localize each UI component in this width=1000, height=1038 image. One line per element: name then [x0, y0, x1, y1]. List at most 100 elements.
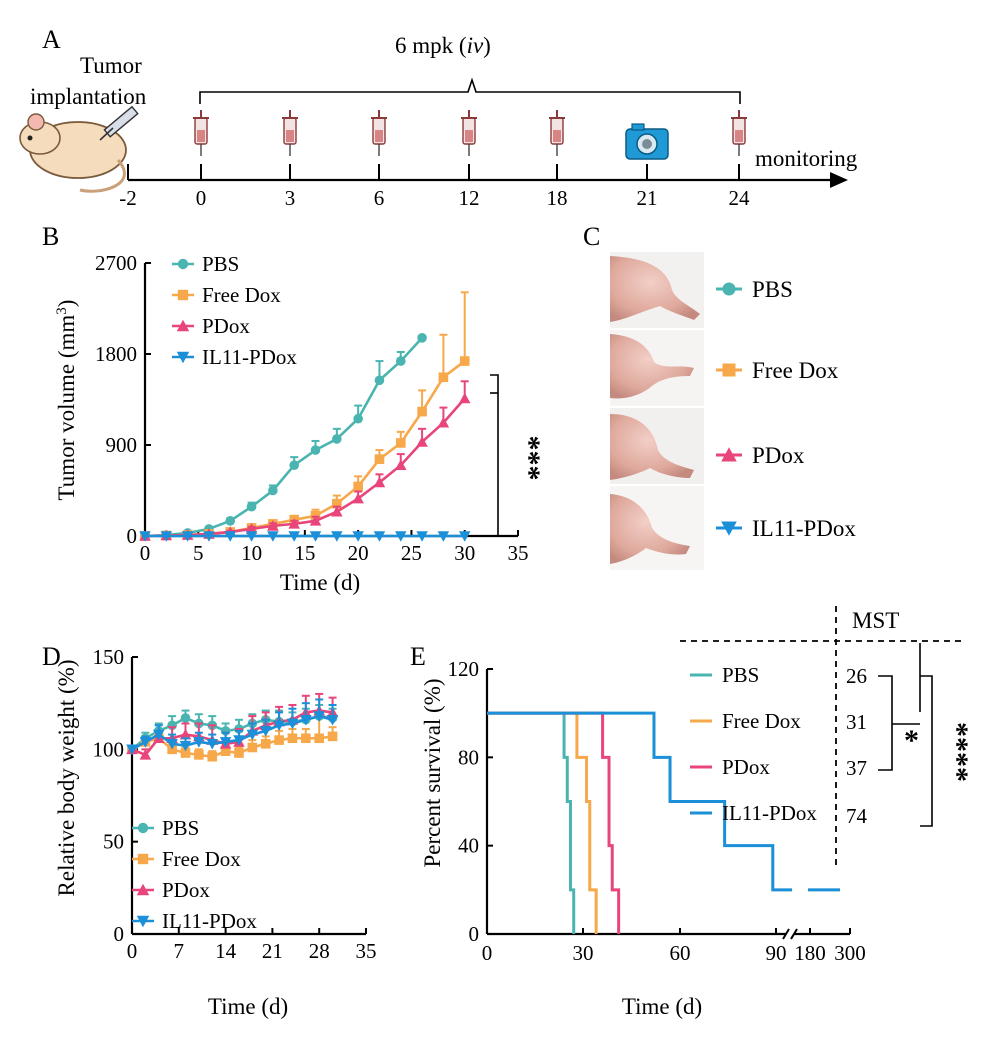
data-point: [373, 531, 386, 542]
x-tick-label: 10: [241, 541, 262, 565]
y-tick-label: 100: [93, 737, 125, 761]
panel-e: E 0 30 60 90 180 300 0 40 80 120 PBS Free Dox PDox IL…: [410, 606, 974, 1019]
syringe-fill: [197, 130, 205, 142]
series-line: [144, 397, 466, 538]
data-point: [458, 392, 471, 404]
mst-value: 74: [846, 804, 868, 828]
x-tick-label: 20: [348, 541, 369, 565]
legend-marker: [721, 521, 737, 536]
chart-b-xlabel: Time (d): [280, 570, 360, 595]
panel-letter-e: E: [410, 642, 426, 671]
legend-label: IL11-PDox: [202, 345, 297, 369]
data-point: [286, 718, 299, 730]
legend-label: PDox: [722, 755, 770, 779]
legend-label: Free Dox: [202, 283, 281, 307]
syringe-icon: [549, 110, 565, 156]
series-line: [487, 711, 598, 934]
syringe-fill: [465, 130, 473, 142]
legend-label: IL11-PDox: [162, 909, 257, 933]
timeline-day-label: 18: [547, 186, 568, 210]
data-point: [152, 729, 165, 741]
data-point: [180, 713, 191, 723]
tumor-photo-column: [610, 252, 704, 570]
data-point: [245, 531, 258, 542]
chart-b-significance: ***: [513, 436, 546, 481]
tumor-photo: [610, 334, 694, 399]
mst-bracket-pbs-pdox: [878, 675, 893, 771]
mst-value: 26: [846, 664, 867, 688]
chart-d-xlabel: Time (d): [208, 994, 288, 1019]
data-point: [247, 742, 258, 753]
data-point: [139, 737, 152, 748]
x-tick-label: 0: [140, 541, 151, 565]
data-point: [331, 531, 343, 542]
data-point: [225, 516, 236, 526]
legend-c: PBS Free Dox PDox IL11-PDox: [716, 277, 856, 541]
legend-marker: [176, 319, 190, 332]
data-point: [288, 531, 300, 542]
chart-d-ylabel: Relative body weight (%): [54, 660, 79, 897]
x-tick-label: 60: [670, 941, 691, 965]
tumor-photo: [610, 256, 700, 322]
data-point: [259, 726, 272, 737]
series-il11-pdox: [126, 698, 339, 756]
y-tick-label: 40: [458, 834, 479, 858]
data-point: [166, 738, 178, 750]
x-tick-label: 7: [174, 939, 185, 963]
syringe-icon: [282, 110, 298, 156]
y-tick-label: 0: [114, 922, 125, 946]
timeline-day-label: 12: [459, 186, 480, 210]
legend-marker: [136, 915, 150, 928]
legend-label: PDox: [202, 314, 250, 338]
data-point: [309, 515, 322, 526]
series-line: [487, 711, 621, 934]
data-point: [203, 531, 215, 542]
data-point: [139, 531, 151, 542]
syringe-icon: [731, 110, 747, 156]
timeline-day-label: -2: [119, 186, 137, 210]
data-point: [332, 434, 342, 444]
syringe-icon: [461, 110, 477, 156]
data-point: [395, 356, 406, 366]
camera-icon: [625, 123, 669, 160]
syringe-fill: [286, 130, 294, 142]
data-point: [395, 438, 406, 448]
data-point: [395, 531, 407, 542]
data-point: [353, 481, 363, 492]
data-point: [373, 476, 386, 488]
legend-label: PBS: [202, 252, 239, 276]
data-point: [352, 492, 364, 504]
x-tick-label: 35: [508, 541, 529, 565]
x-tick-label: 0: [127, 939, 138, 963]
syringes: [193, 110, 747, 156]
data-point: [139, 749, 152, 760]
data-point: [193, 737, 205, 748]
data-point: [417, 406, 427, 417]
legend-label: Free Dox: [722, 709, 801, 733]
legend-marker: [722, 282, 736, 296]
timeline-day-label: 21: [637, 186, 658, 210]
data-point: [310, 445, 321, 455]
legend-marker: [721, 447, 737, 462]
series-line: [487, 711, 793, 892]
data-point: [331, 505, 343, 517]
timeline-arrow-icon: [830, 172, 848, 188]
x-tick-label: 0: [482, 941, 493, 965]
data-point: [332, 498, 342, 509]
data-point: [220, 746, 231, 756]
y-tick-label: 0: [127, 524, 138, 548]
tumor-label: Tumor: [80, 53, 142, 78]
mst-bracket-outer: [920, 675, 933, 827]
data-point: [274, 735, 284, 745]
data-point: [352, 531, 364, 542]
dose-label: 6 mpk (iv): [395, 33, 491, 58]
data-point: [179, 728, 192, 740]
tumor-photo: [610, 494, 690, 564]
y-tick-label: 50: [103, 830, 124, 854]
data-point: [301, 733, 311, 744]
tumor-photo: [610, 414, 694, 480]
chart-e-ylabel: Percent survival (%): [420, 678, 445, 867]
data-point: [395, 459, 407, 471]
data-point: [416, 531, 428, 542]
